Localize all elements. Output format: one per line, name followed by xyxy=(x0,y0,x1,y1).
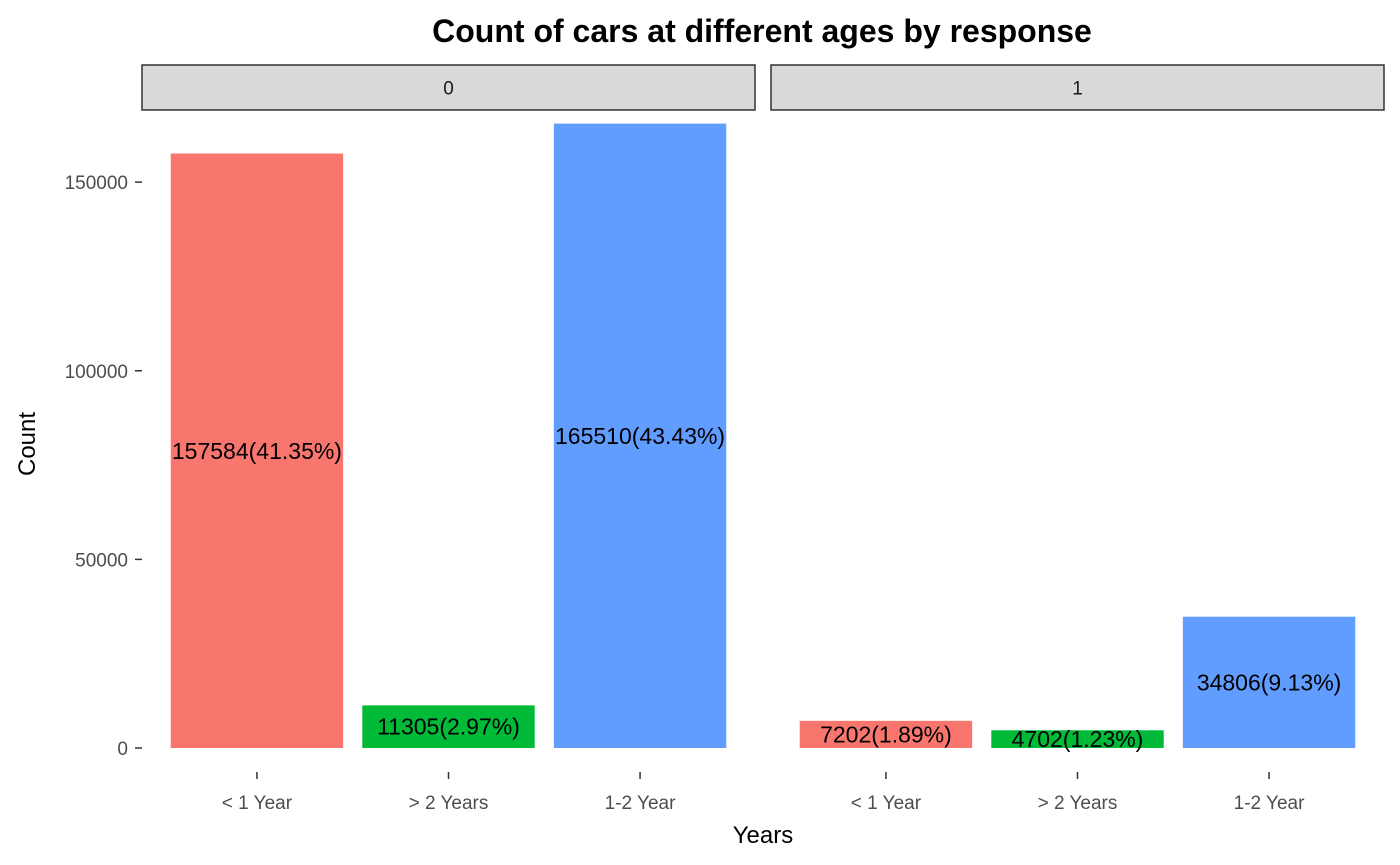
facet-strip-label-0: 0 xyxy=(443,79,454,100)
y-tick-label-2: 100000 xyxy=(65,362,128,383)
facet-strip-label-1: 1 xyxy=(1072,79,1083,100)
x-tick-label-facet0-2: 1-2 Year xyxy=(605,793,676,814)
x-tick-label-facet1-0: < 1 Year xyxy=(851,793,922,814)
facet-panels: 0 157584(41.35%) < 1 Year 11305(2.97%) > 2 Y… xyxy=(141,64,1385,814)
chart-title: Count of cars at different ages by respo… xyxy=(432,13,1092,49)
bar-facet0-0 xyxy=(170,153,344,749)
x-tick-label-facet0-1: > 2 Years xyxy=(409,793,489,814)
bar-label-facet0-1: 11305(2.97%) xyxy=(377,714,520,740)
y-tick-label-3: 150000 xyxy=(65,173,128,194)
bar-label-facet0-2: 165510(43.43%) xyxy=(555,423,725,449)
bar-label-facet1-2: 34806(9.13%) xyxy=(1197,669,1342,695)
x-tick-label-facet0-0: < 1 Year xyxy=(222,793,293,814)
bar-label-facet1-1: 4702(1.23%) xyxy=(1012,726,1144,752)
bar-label-facet0-0: 157584(41.35%) xyxy=(172,438,342,464)
bar-facet1-0 xyxy=(799,720,973,748)
facet-strip-1 xyxy=(770,64,1385,111)
x-axis-title: Years xyxy=(733,822,794,849)
x-tick-label-facet1-1: > 2 Years xyxy=(1038,793,1118,814)
bar-facet0-1 xyxy=(362,705,535,748)
bar-facet1-2 xyxy=(1182,616,1356,748)
bar-facet1-1 xyxy=(991,730,1164,748)
y-tick-label-1: 50000 xyxy=(75,550,128,571)
x-tick-label-facet1-2: 1-2 Year xyxy=(1234,793,1305,814)
bar-label-facet1-0: 7202(1.89%) xyxy=(820,721,952,747)
bar-facet0-2 xyxy=(553,123,727,748)
y-axis-title: Count xyxy=(14,412,41,476)
facet-strip-0 xyxy=(141,64,756,111)
y-tick-label-0: 0 xyxy=(117,739,128,760)
y-axis: 0 50000 100000 150000 xyxy=(65,173,142,760)
